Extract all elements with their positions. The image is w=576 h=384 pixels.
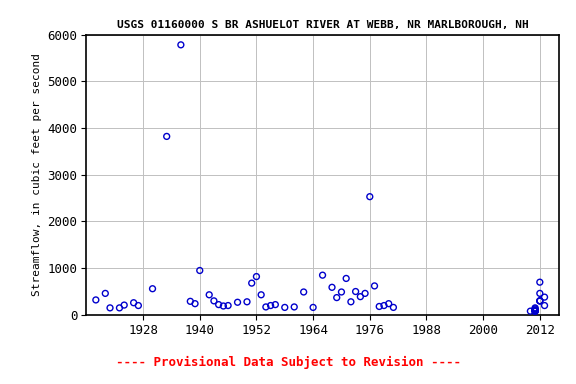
Point [209,298,218,304]
Point [214,301,223,308]
Point [233,299,242,305]
Point [204,292,214,298]
Title: USGS 01160000 S BR ASHUELOT RIVER AT WEBB, NR MARLBOROUGH, NH: USGS 01160000 S BR ASHUELOT RIVER AT WEB… [117,20,528,30]
Point [380,303,389,309]
Point [176,42,185,48]
Point [332,295,342,301]
Point [266,303,275,309]
Point [389,305,398,311]
Point [309,305,318,311]
Point [530,307,540,313]
Point [148,286,157,292]
Point [361,290,370,296]
Point [530,308,540,314]
Point [191,301,200,307]
Point [535,279,544,285]
Point [526,308,535,314]
Point [101,290,110,296]
Point [129,300,138,306]
Point [318,272,327,278]
Point [530,308,540,314]
Point [374,303,384,310]
Point [535,298,544,304]
Point [337,289,346,295]
Point [540,303,549,309]
Point [195,267,204,273]
Point [105,305,115,311]
Point [365,194,374,200]
Point [530,308,540,314]
Point [91,297,100,303]
Point [290,304,299,310]
Point [262,304,271,310]
Point [346,299,355,305]
Point [530,307,540,313]
Point [252,273,261,280]
Point [134,303,143,309]
Point [299,289,308,295]
Point [342,275,351,281]
Point [530,305,540,311]
Point [370,283,379,289]
Point [219,303,228,309]
Point [256,292,266,298]
Point [356,294,365,300]
Point [280,305,289,311]
Text: ---- Provisional Data Subject to Revision ----: ---- Provisional Data Subject to Revisio… [116,356,460,369]
Point [247,280,256,286]
Point [271,301,280,308]
Y-axis label: Streamflow, in cubic feet per second: Streamflow, in cubic feet per second [32,53,42,296]
Point [535,290,544,296]
Point [223,303,233,309]
Point [351,288,360,295]
Point [242,299,252,305]
Point [384,301,393,307]
Point [530,308,540,314]
Point [530,307,540,313]
Point [162,133,171,139]
Point [120,302,129,308]
Point [530,306,540,312]
Point [327,284,336,290]
Point [535,298,544,304]
Point [185,298,195,305]
Point [535,298,544,304]
Point [530,308,540,314]
Point [115,305,124,311]
Point [540,294,549,300]
